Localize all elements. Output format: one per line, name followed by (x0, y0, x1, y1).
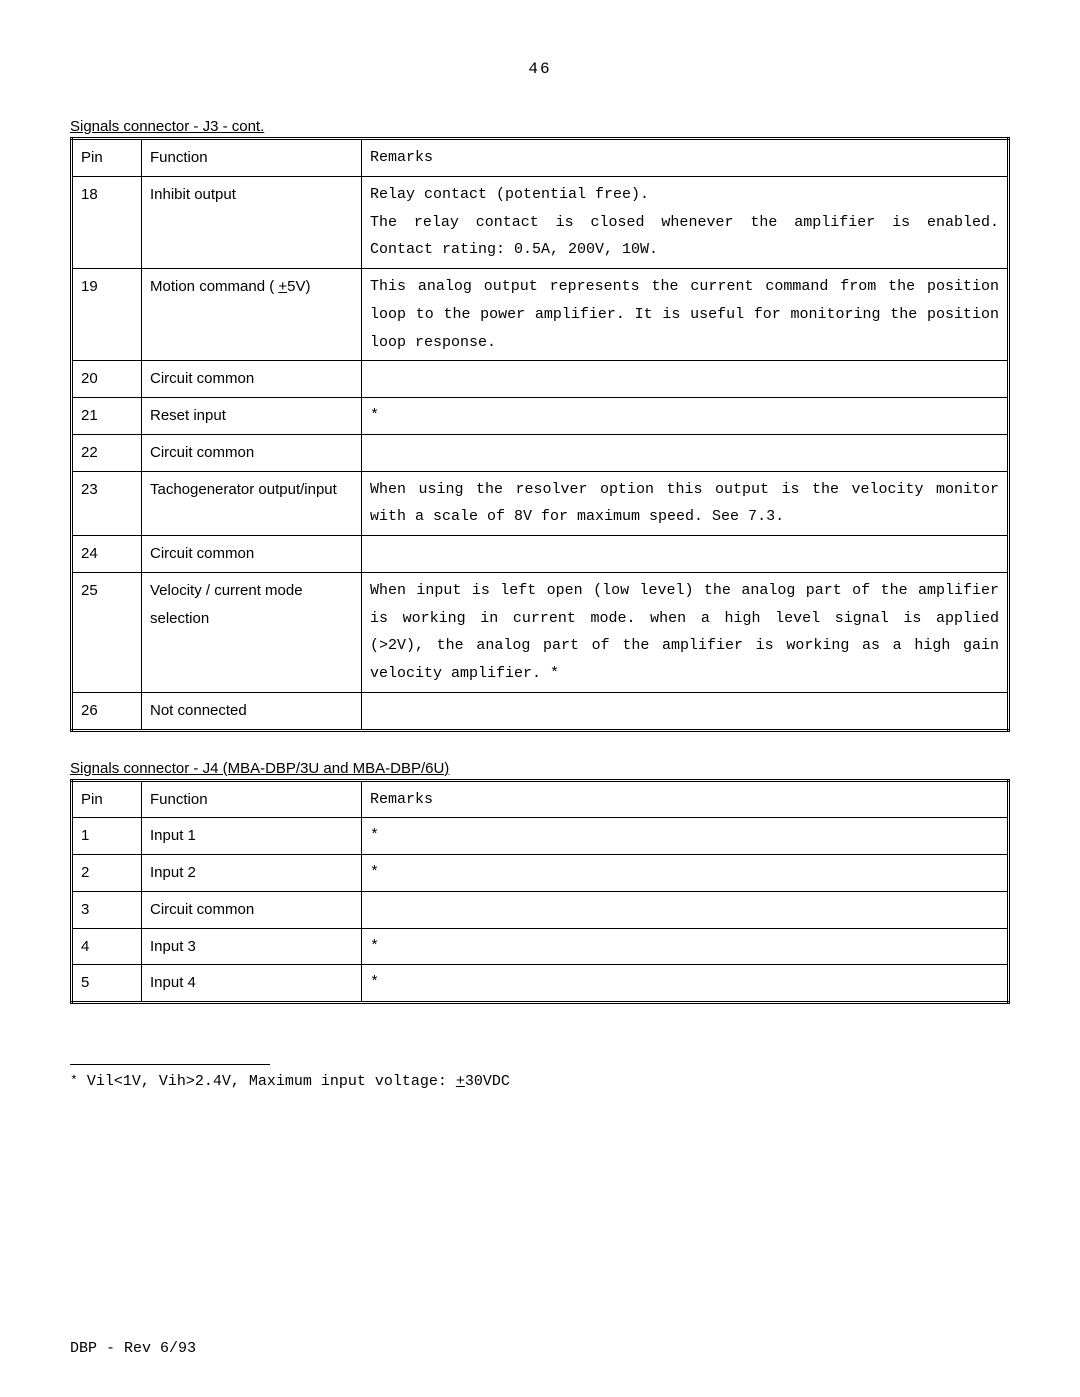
table-row: 21 Reset input * (72, 398, 1009, 435)
j3-table: Pin Function Remarks 18 Inhibit output R… (70, 137, 1010, 732)
table-row: 2 Input 2 * (72, 855, 1009, 892)
cell-pin: 24 (72, 536, 142, 573)
cell-function: Input 2 (142, 855, 362, 892)
table-header-row: Pin Function Remarks (72, 139, 1009, 177)
cell-function: Velocity / current mode selection (142, 572, 362, 692)
cell-function: Input 1 (142, 818, 362, 855)
cell-function: Reset input (142, 398, 362, 435)
page-number: 46 (70, 60, 1010, 78)
plus-minus-icon: + (278, 278, 287, 295)
cell-remarks (362, 891, 1009, 928)
cell-pin: 21 (72, 398, 142, 435)
cell-function: Input 4 (142, 965, 362, 1003)
header-remarks: Remarks (362, 780, 1009, 818)
cell-remarks: * (362, 818, 1009, 855)
cell-function: Circuit common (142, 361, 362, 398)
cell-function: Input 3 (142, 928, 362, 965)
table-row: 25 Velocity / current mode selection Whe… (72, 572, 1009, 692)
cell-function: Circuit common (142, 434, 362, 471)
cell-pin: 23 (72, 471, 142, 536)
cell-remarks: This analog output represents the curren… (362, 269, 1009, 361)
header-pin: Pin (72, 780, 142, 818)
table-row: 3 Circuit common (72, 891, 1009, 928)
cell-pin: 25 (72, 572, 142, 692)
cell-pin: 3 (72, 891, 142, 928)
cell-remarks: Relay contact (potential free). The rela… (362, 176, 1009, 268)
cell-remarks: * (362, 855, 1009, 892)
header-function: Function (142, 780, 362, 818)
remarks-line: Relay contact (potential free). (370, 181, 999, 209)
cell-remarks: When input is left open (low level) the … (362, 572, 1009, 692)
footnote-text: Vil<1V, Vih>2.4V, Maximum input voltage: (78, 1073, 456, 1090)
table-row: 4 Input 3 * (72, 928, 1009, 965)
plus-minus-icon: + (456, 1073, 465, 1090)
cell-remarks: * (362, 398, 1009, 435)
j4-caption: Signals connector - J4 (MBA-DBP/3U and M… (70, 760, 1010, 777)
cell-pin: 18 (72, 176, 142, 268)
footnote-text: 30VDC (465, 1073, 510, 1090)
cell-remarks (362, 434, 1009, 471)
cell-remarks: * (362, 928, 1009, 965)
footnote: * Vil<1V, Vih>2.4V, Maximum input voltag… (70, 1073, 1010, 1090)
table-row: 5 Input 4 * (72, 965, 1009, 1003)
cell-function: Not connected (142, 692, 362, 730)
footnote-star-icon: * (70, 1073, 78, 1088)
remarks-line: The relay contact is closed whenever the… (370, 209, 999, 265)
header-remarks: Remarks (362, 139, 1009, 177)
func-text: Motion command ( (150, 278, 278, 295)
cell-remarks: * (362, 965, 1009, 1003)
cell-remarks (362, 692, 1009, 730)
cell-pin: 4 (72, 928, 142, 965)
cell-function: Inhibit output (142, 176, 362, 268)
cell-function: Motion command ( +5V) (142, 269, 362, 361)
cell-pin: 5 (72, 965, 142, 1003)
cell-remarks (362, 361, 1009, 398)
table-row: 24 Circuit common (72, 536, 1009, 573)
table-row: 18 Inhibit output Relay contact (potenti… (72, 176, 1009, 268)
table-row: 1 Input 1 * (72, 818, 1009, 855)
cell-function: Circuit common (142, 536, 362, 573)
cell-pin: 1 (72, 818, 142, 855)
page: 46 Signals connector - J3 - cont. Pin Fu… (0, 0, 1080, 1397)
cell-pin: 20 (72, 361, 142, 398)
cell-pin: 2 (72, 855, 142, 892)
table-row: 23 Tachogenerator output/input When usin… (72, 471, 1009, 536)
header-pin: Pin (72, 139, 142, 177)
j3-caption: Signals connector - J3 - cont. (70, 118, 1010, 135)
cell-function: Tachogenerator output/input (142, 471, 362, 536)
table-header-row: Pin Function Remarks (72, 780, 1009, 818)
table-row: 19 Motion command ( +5V) This analog out… (72, 269, 1009, 361)
cell-pin: 19 (72, 269, 142, 361)
footnote-rule (70, 1064, 270, 1065)
j4-table: Pin Function Remarks 1 Input 1 * 2 Input… (70, 779, 1010, 1005)
table-row: 20 Circuit common (72, 361, 1009, 398)
func-text: 5V) (287, 278, 310, 295)
footer-text: DBP - Rev 6/93 (70, 1340, 196, 1357)
cell-remarks (362, 536, 1009, 573)
cell-remarks: When using the resolver option this outp… (362, 471, 1009, 536)
header-function: Function (142, 139, 362, 177)
table-row: 26 Not connected (72, 692, 1009, 730)
cell-function: Circuit common (142, 891, 362, 928)
table-row: 22 Circuit common (72, 434, 1009, 471)
cell-pin: 22 (72, 434, 142, 471)
cell-pin: 26 (72, 692, 142, 730)
